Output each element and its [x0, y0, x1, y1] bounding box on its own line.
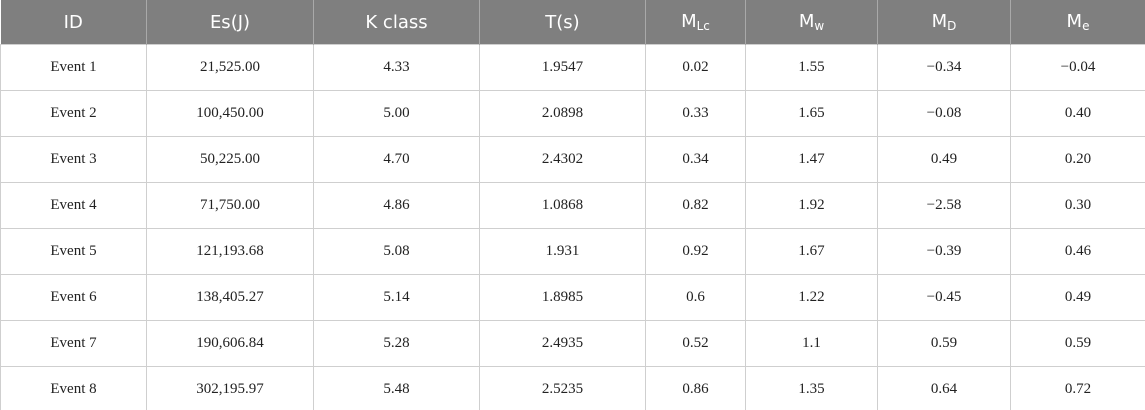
- table-cell: Event 6: [0, 274, 147, 321]
- table-cell: 0.72: [1010, 366, 1145, 410]
- table-cell: Event 1: [0, 44, 147, 91]
- header-sub: w: [814, 19, 825, 33]
- table-cell: 0.30: [1010, 182, 1145, 229]
- table-cell: Event 8: [0, 366, 147, 410]
- table-cell: 1.65: [745, 90, 878, 137]
- table-cell: 1.92: [745, 182, 878, 229]
- table-cell: 1.47: [745, 136, 878, 183]
- table-cell: −0.39: [877, 228, 1011, 275]
- table-cell: 71,750.00: [146, 182, 314, 229]
- column-header: ID: [0, 0, 147, 45]
- header-main: M: [798, 11, 815, 32]
- column-header: MD: [877, 0, 1011, 45]
- table-cell: Event 3: [0, 136, 147, 183]
- table-cell: 0.33: [645, 90, 746, 137]
- table-cell: 1.931: [479, 228, 646, 275]
- table-cell: 0.59: [877, 320, 1011, 367]
- column-header: MLc: [645, 0, 746, 45]
- table-cell: 1.22: [745, 274, 878, 321]
- table-cell: Event 5: [0, 228, 147, 275]
- table-cell: 21,525.00: [146, 44, 314, 91]
- table-cell: −0.45: [877, 274, 1011, 321]
- header-sub: e: [1082, 19, 1090, 33]
- table-cell: 5.28: [313, 320, 480, 367]
- table-row: Event 7 190,606.84 5.28 2.4935 0.52 1.1 0.59 0.…: [0, 320, 1145, 367]
- table-cell: 0.40: [1010, 90, 1145, 137]
- table-cell: 0.49: [877, 136, 1011, 183]
- table-cell: Event 2: [0, 90, 147, 137]
- table-cell: −0.34: [877, 44, 1011, 91]
- table-cell: 5.00: [313, 90, 480, 137]
- table-cell: 0.64: [877, 366, 1011, 410]
- table-cell: 0.86: [645, 366, 746, 410]
- table-cell: 1.0868: [479, 182, 646, 229]
- header-row: ID Es(J) K class T(s) MLc Mw MD Me: [0, 0, 1145, 45]
- table-row: Event 2 100,450.00 5.00 2.0898 0.33 1.65 −0.08…: [0, 90, 1145, 137]
- table-cell: 0.34: [645, 136, 746, 183]
- table-cell: 0.20: [1010, 136, 1145, 183]
- column-header: T(s): [479, 0, 646, 45]
- table-cell: 190,606.84: [146, 320, 314, 367]
- table-cell: 0.59: [1010, 320, 1145, 367]
- table-cell: 4.70: [313, 136, 480, 183]
- table-cell: 1.1: [745, 320, 878, 367]
- table-cell: 0.46: [1010, 228, 1145, 275]
- header-main: M: [681, 11, 697, 32]
- header-main: M: [931, 11, 948, 32]
- column-header: Mw: [745, 0, 878, 45]
- table-cell: 5.08: [313, 228, 480, 275]
- table-cell: 302,195.97: [146, 366, 314, 410]
- table-row: Event 6 138,405.27 5.14 1.8985 0.6 1.22 −0.45 0…: [0, 274, 1145, 321]
- table-cell: 100,450.00: [146, 90, 314, 137]
- header-sub: D: [947, 19, 957, 33]
- table-row: Event 4 71,750.00 4.86 1.0868 0.82 1.92 −2.58 0…: [0, 182, 1145, 229]
- table-cell: 50,225.00: [146, 136, 314, 183]
- table-cell: 0.82: [645, 182, 746, 229]
- table-cell: 1.55: [745, 44, 878, 91]
- column-header: K class: [313, 0, 480, 45]
- table-row: Event 8 302,195.97 5.48 2.5235 0.86 1.35 0.64 0…: [0, 366, 1145, 410]
- table-cell: 1.67: [745, 228, 878, 275]
- table-body: Event 1 21,525.00 4.33 1.9547 0.02 1.55 −0.34−…: [0, 44, 1145, 410]
- table-cell: 4.86: [313, 182, 480, 229]
- table-cell: Event 7: [0, 320, 147, 367]
- table-cell: 5.48: [313, 366, 480, 410]
- table-row: Event 3 50,225.00 4.70 2.4302 0.34 1.47 0.49 0.…: [0, 136, 1145, 183]
- header-main: M: [1066, 11, 1083, 32]
- table-cell: 0.6: [645, 274, 746, 321]
- table-cell: 2.4302: [479, 136, 646, 183]
- table-row: Event 5 121,193.68 5.08 1.931 0.92 1.67 −0.39 0…: [0, 228, 1145, 275]
- table-cell: 1.35: [745, 366, 878, 410]
- header-sub: Lc: [696, 19, 710, 33]
- table-cell: 0.92: [645, 228, 746, 275]
- table-row: Event 1 21,525.00 4.33 1.9547 0.02 1.55 −0.34−…: [0, 44, 1145, 91]
- column-header: Es(J): [146, 0, 314, 45]
- table-cell: 1.9547: [479, 44, 646, 91]
- table-cell: 4.33: [313, 44, 480, 91]
- table-cell: 2.0898: [479, 90, 646, 137]
- table-cell: 2.4935: [479, 320, 646, 367]
- table-cell: 138,405.27: [146, 274, 314, 321]
- table-cell: 0.52: [645, 320, 746, 367]
- table-cell: 0.02: [645, 44, 746, 91]
- table-cell: −0.04: [1010, 44, 1145, 91]
- table-cell: 1.8985: [479, 274, 646, 321]
- table-cell: 2.5235: [479, 366, 646, 410]
- table-cell: 121,193.68: [146, 228, 314, 275]
- table-cell: 0.49: [1010, 274, 1145, 321]
- table-cell: 5.14: [313, 274, 480, 321]
- table-cell: Event 4: [0, 182, 147, 229]
- table-cell: −0.08: [877, 90, 1011, 137]
- table-cell: −2.58: [877, 182, 1011, 229]
- column-header: Me: [1010, 0, 1145, 45]
